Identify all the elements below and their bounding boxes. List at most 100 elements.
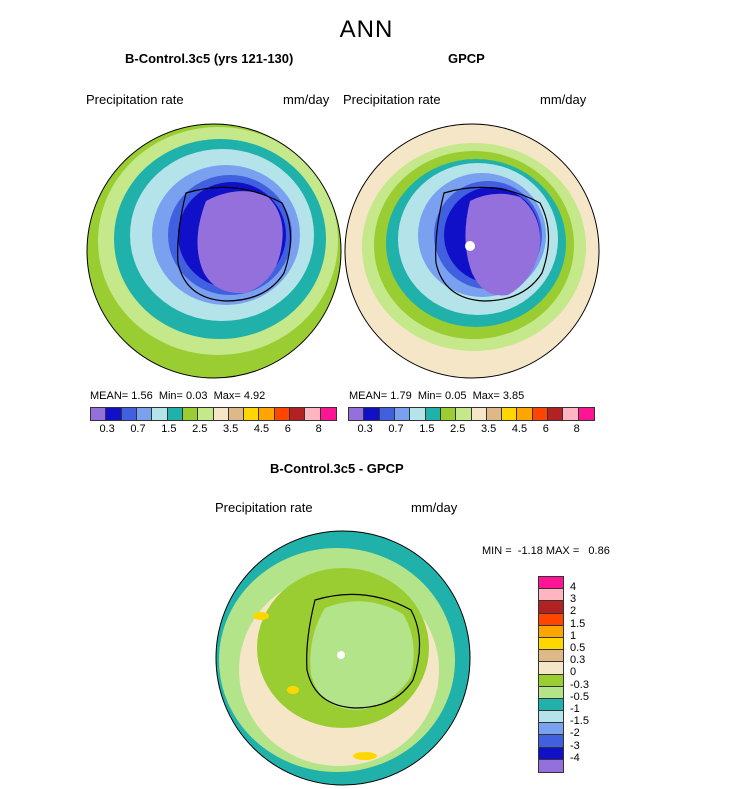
colorbar-swatch — [471, 408, 487, 420]
diff-panel-variable: Precipitation rate — [215, 500, 313, 515]
diff-colorbar-swatch — [539, 625, 563, 638]
colorbar-swatch — [167, 408, 183, 420]
diff-colorbar-swatch — [539, 674, 563, 687]
colorbar-swatch — [121, 408, 137, 420]
interior-dry-region — [197, 191, 283, 294]
diff-colorbar-swatch — [539, 759, 563, 772]
colorbar-swatch — [213, 408, 229, 420]
pole-marker — [465, 241, 475, 251]
panel-2-map — [344, 123, 600, 379]
diff-panel-title: B-Control.3c5 - GPCP — [270, 461, 404, 476]
colorbar-swatch — [440, 408, 457, 420]
panel-1-variable: Precipitation rate — [86, 92, 184, 107]
colorbar-swatch — [349, 408, 365, 420]
diff-colorbar-label: 0.5 — [570, 642, 586, 654]
panel-2-units: mm/day — [540, 92, 587, 107]
diff-colorbar-label: -0.3 — [570, 678, 589, 691]
diff-colorbar-swatch — [539, 735, 563, 748]
colorbar-tick-label: 0.3 — [99, 423, 115, 435]
colorbar-swatch — [364, 408, 380, 420]
colorbar-swatch — [274, 408, 291, 420]
diff-colorbar-swatch — [539, 711, 563, 724]
colorbar-tick-label: 4.5 — [511, 423, 528, 435]
colorbar-tick-label: 1.5 — [161, 423, 177, 435]
panel-1-title: B-Control.3c5 (yrs 121-130) — [125, 51, 294, 66]
colorbar-swatch — [182, 408, 199, 420]
diff-colorbar-swatch — [539, 747, 563, 760]
colorbar-swatch — [410, 408, 426, 420]
panel-2-title: GPCP — [448, 51, 485, 66]
colorbar-swatch — [532, 408, 549, 420]
diff-colorbar-label: -4 — [570, 751, 580, 764]
colorbar-swatch — [244, 408, 260, 420]
colorbar-tick-label: 0.7 — [130, 423, 146, 435]
diff-colorbar-label: 0 — [570, 666, 577, 679]
colorbar-tick-label: 6 — [542, 423, 549, 435]
diff-colorbar-label: 2 — [570, 605, 577, 618]
colorbar-swatch — [502, 408, 518, 420]
panel-1-stats: MEAN= 1.56 Min= 0.03 Max= 4.92 — [90, 390, 266, 402]
colorbar-tick-label: 6 — [284, 423, 291, 435]
colorbar-tick-label: 0.7 — [388, 423, 404, 435]
colorbar-swatch — [486, 408, 503, 420]
diff-colorbar-swatch — [539, 686, 563, 699]
colorbar-swatch — [578, 408, 594, 420]
diff-colorbar-label: -1 — [570, 703, 580, 715]
colorbar-swatch — [228, 408, 245, 420]
colorbar-tick-label: 3.5 — [480, 423, 497, 435]
colorbar-swatch — [456, 408, 472, 420]
diff-colorbar — [538, 576, 564, 773]
colorbar-swatch — [305, 408, 321, 420]
diff-colorbar-swatch — [539, 637, 563, 651]
colorbar-swatch — [320, 408, 336, 420]
panel-1-colorbar: 0.3 0.7 1.5 2.5 3.5 4.5 6 8 — [90, 407, 337, 435]
colorbar-tick-label: 3.5 — [222, 423, 239, 435]
diff-panel-stats: MIN = -1.18 MAX = 0.86 — [482, 545, 610, 557]
diff-colorbar-swatch — [539, 613, 563, 626]
diff-colorbar-label: -1.5 — [570, 715, 589, 728]
colorbar-swatch — [106, 408, 122, 420]
colorbar-swatch — [563, 408, 579, 420]
colorbar-tick-label: 0.3 — [357, 423, 373, 435]
figure-title: ANN — [339, 16, 394, 43]
diff-colorbar-swatch — [539, 662, 563, 675]
colorbar-swatch — [394, 408, 411, 420]
diff-colorbar-swatch — [539, 601, 563, 614]
diff-colorbar-swatch — [539, 577, 563, 590]
diff-colorbar-label: 0.3 — [570, 654, 586, 667]
colorbar-swatch — [290, 408, 306, 420]
colorbar-tick-label: 8 — [315, 423, 322, 435]
colorbar-tick-label: 2.5 — [192, 423, 208, 435]
colorbar-swatch — [517, 408, 533, 420]
colorbar-tick-label: 4.5 — [253, 423, 270, 435]
diff-colorbar-swatch — [539, 650, 563, 663]
diff-colorbar-swatch — [539, 723, 563, 736]
diff-colorbar-label: 4 — [570, 581, 577, 593]
colorbar-swatch — [379, 408, 395, 420]
panel-2-colorbar: 0.3 0.7 1.5 2.5 3.5 4.5 6 8 — [348, 407, 595, 435]
diff-colorbar-label: 3 — [570, 593, 577, 606]
diff-colorbar-swatch — [539, 698, 563, 712]
diff-colorbar-label: 1.5 — [570, 617, 586, 630]
diff-colorbar-swatch — [539, 589, 563, 602]
colorbar-tick-label: 2.5 — [450, 423, 466, 435]
panel-2-variable: Precipitation rate — [343, 92, 441, 107]
diff-colorbar-label: -0.5 — [570, 690, 589, 703]
panel-1-map — [86, 123, 342, 379]
diff-colorbar-label: 1 — [570, 629, 577, 642]
colorbar-swatch — [198, 408, 214, 420]
panel-2-stats: MEAN= 1.79 Min= 0.05 Max= 3.85 — [349, 390, 525, 402]
colorbar-tick-label: 8 — [573, 423, 580, 435]
colorbar-swatch — [152, 408, 168, 420]
diff-colorbar-label: -2 — [570, 727, 580, 740]
colorbar-swatch — [136, 408, 153, 420]
diff-panel-units: mm/day — [411, 500, 458, 515]
diff-colorbar-label: -3 — [570, 739, 580, 752]
colorbar-swatch — [259, 408, 275, 420]
colorbar-swatch — [91, 408, 107, 420]
colorbar-swatch — [548, 408, 564, 420]
panel-1-units: mm/day — [283, 92, 330, 107]
diff-panel-map — [215, 530, 471, 786]
colorbar-swatch — [425, 408, 441, 420]
coastline — [177, 186, 292, 302]
